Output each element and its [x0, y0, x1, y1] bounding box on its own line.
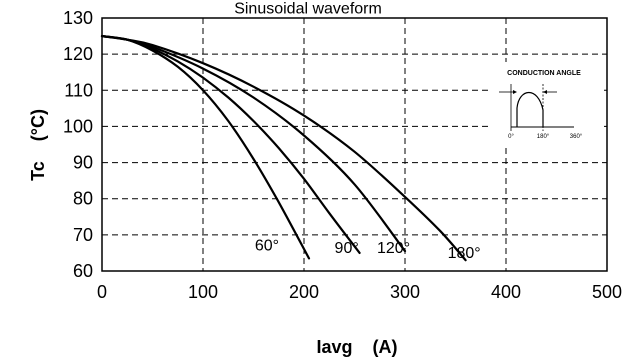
y-tick-label-100: 100	[63, 116, 93, 136]
x-tick-label-300: 300	[390, 282, 420, 302]
curve-90deg	[100, 35, 361, 254]
x-tick-label-0: 0	[97, 282, 107, 302]
x-axis-title: Iavg (A)	[316, 337, 397, 357]
y-tick-label-60: 60	[73, 261, 93, 281]
inset-arrow-right-head	[543, 90, 547, 94]
curve-180deg	[100, 35, 467, 262]
tick-labels: 0 100 200 300 400 500 60 70 80 90 100 110 120 130	[63, 8, 622, 302]
x-tick-label-200: 200	[289, 282, 319, 302]
y-tick-label-90: 90	[73, 153, 93, 173]
conduction-angle-inset: CONDUCTION ANGLE 0° 180° 360°	[492, 62, 604, 146]
x-tick-label-500: 500	[592, 282, 622, 302]
curve-label-120deg: 120°	[377, 240, 410, 257]
curve-labels: 60° 90° 120° 180°	[255, 237, 481, 262]
y-tick-label-80: 80	[73, 189, 93, 209]
curve-label-60deg: 60°	[255, 237, 279, 254]
x-tick-label-400: 400	[491, 282, 521, 302]
inset-tick-180: 180°	[537, 134, 550, 140]
inset-tick-360: 360°	[570, 134, 583, 140]
y-tick-label-120: 120	[63, 44, 93, 64]
curve-120deg	[100, 35, 407, 253]
y-tick-label-130: 130	[63, 8, 93, 28]
x-tick-label-100: 100	[188, 282, 218, 302]
curve-label-90deg: 90°	[335, 240, 359, 257]
grid	[102, 18, 607, 271]
inset-half-sine	[516, 91, 544, 127]
chart-title: Sinusoidal waveform	[234, 0, 382, 17]
inset-title: CONDUCTION ANGLE	[507, 70, 581, 77]
inset-tick-0: 0°	[508, 134, 514, 140]
y-tick-label-70: 70	[73, 225, 93, 245]
plot-frame	[101, 17, 608, 272]
y-axis-title: Tc (°C)	[28, 109, 48, 181]
inset-arrow-left-head	[513, 90, 517, 94]
curve-label-180deg: 180°	[448, 245, 481, 262]
curves	[100, 35, 467, 262]
y-tick-label-110: 110	[64, 80, 93, 100]
